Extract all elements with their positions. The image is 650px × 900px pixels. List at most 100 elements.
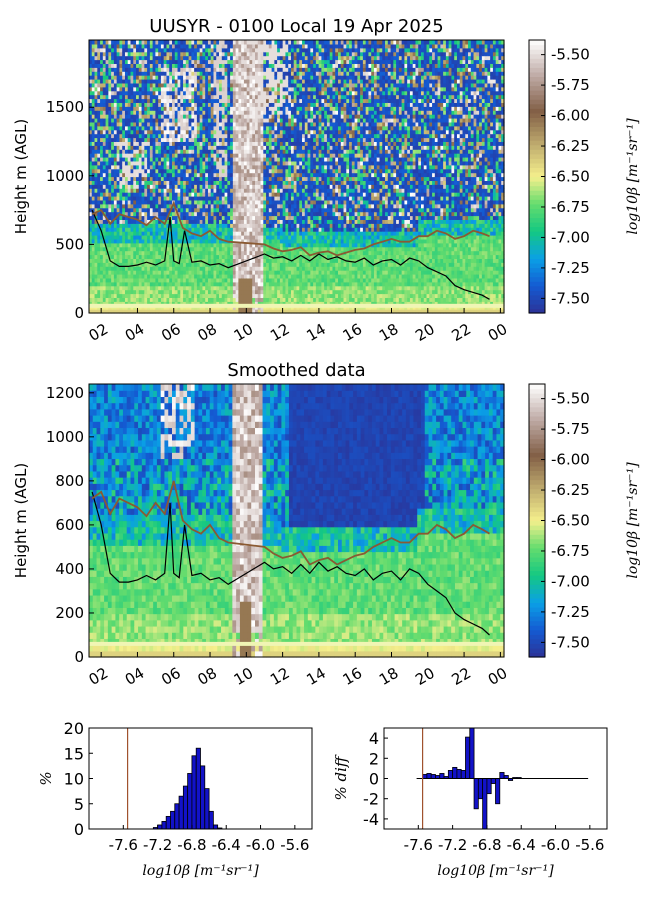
heatmap-cell	[108, 207, 112, 213]
heatmap-cell	[119, 231, 123, 236]
heatmap-cell	[113, 51, 118, 57]
heatmap-cell	[116, 180, 121, 185]
heatmap-cell	[100, 55, 104, 61]
heatmap-cell	[133, 102, 137, 107]
heatmap-cell	[133, 285, 137, 291]
heatmap-cell	[91, 281, 96, 287]
heatmap-cell	[116, 196, 121, 201]
heatmap-cell	[97, 235, 101, 240]
heatmap-cell	[91, 289, 96, 295]
heatmap-cell	[100, 110, 104, 115]
heatmap-cell	[122, 270, 126, 275]
heatmap-cell	[91, 188, 96, 193]
heatmap-cell	[124, 51, 129, 57]
heatmap-cell	[100, 235, 104, 240]
heatmap-cell	[89, 98, 93, 103]
heatmap-cell	[113, 227, 118, 232]
heatmap-cell	[119, 141, 123, 146]
heatmap-cell	[94, 270, 98, 275]
heatmap-cell	[127, 285, 132, 291]
heatmap-cell	[102, 203, 107, 209]
heatmap-cell	[138, 203, 143, 209]
heatmap-cell	[133, 227, 137, 232]
heatmap-cell	[138, 235, 143, 240]
heatmap-cell	[91, 176, 96, 181]
heatmap-cell	[100, 281, 104, 287]
heatmap-cell	[108, 43, 112, 49]
heatmap-cell	[127, 59, 132, 64]
heatmap-cell	[111, 227, 115, 232]
heatmap-cell	[124, 90, 129, 96]
heatmap-cell	[94, 281, 98, 287]
heatmap-cell	[119, 118, 123, 123]
heatmap-cell	[127, 176, 132, 181]
heatmap-cell	[102, 110, 107, 115]
heatmap-cell	[105, 211, 109, 217]
heatmap-cell	[130, 98, 134, 103]
heatmap-cell	[94, 47, 98, 53]
heatmap-cell	[100, 137, 104, 142]
heatmap-cell	[89, 285, 93, 291]
heatmap-cell	[122, 188, 126, 193]
heatmap-cell	[113, 277, 118, 283]
heatmap-cell	[111, 238, 115, 244]
heatmap-cell	[138, 207, 143, 213]
heatmap-cell	[100, 94, 104, 100]
heatmap-cell	[130, 79, 134, 84]
heatmap-cell	[116, 51, 121, 57]
heatmap-cell	[111, 149, 115, 154]
heatmap-cell	[108, 246, 112, 252]
heatmap-cell	[116, 293, 121, 298]
heatmap-cell	[111, 235, 115, 240]
heatmap-cell	[89, 141, 93, 146]
heatmap-cell	[119, 47, 123, 53]
heatmap-cell	[127, 196, 132, 201]
heatmap-cell	[97, 43, 101, 49]
heatmap-cell	[111, 254, 115, 259]
heatmap-cell	[100, 86, 104, 92]
heatmap-cell	[130, 242, 134, 248]
heatmap-cell	[124, 207, 129, 213]
heatmap-cell	[111, 262, 115, 267]
heatmap-cell	[94, 199, 98, 205]
heatmap-cell	[91, 133, 96, 139]
heatmap-cell	[136, 75, 140, 80]
heatmap-cell	[111, 242, 115, 248]
heatmap-cell	[94, 196, 98, 201]
heatmap-cell	[130, 82, 134, 88]
heatmap-cell	[124, 274, 129, 279]
heatmap-cell	[113, 223, 118, 228]
heatmap-cell	[138, 188, 143, 193]
heatmap-cell	[91, 242, 96, 248]
heatmap-cell	[127, 90, 132, 96]
heatmap-cell	[100, 47, 104, 53]
heatmap-cell	[136, 137, 140, 142]
heatmap-cell	[111, 192, 115, 197]
heatmap-cell	[113, 309, 118, 314]
heatmap-cell	[133, 67, 137, 72]
heatmap-cell	[127, 309, 132, 314]
heatmap-cell	[138, 223, 143, 228]
heatmap-cell	[102, 133, 107, 139]
heatmap-cell	[136, 164, 140, 170]
heatmap-cell	[127, 266, 132, 271]
heatmap-cell	[136, 168, 140, 174]
heatmap-cell	[100, 145, 104, 150]
heatmap-cell	[105, 102, 109, 107]
heatmap-cell	[122, 164, 126, 170]
heatmap-cell	[138, 157, 143, 162]
heatmap-cell	[124, 106, 129, 111]
heatmap-cell	[119, 270, 123, 275]
heatmap-cell	[138, 258, 143, 263]
heatmap-cell	[124, 67, 129, 72]
heatmap-cell	[111, 176, 115, 181]
heatmap-cell	[119, 227, 123, 232]
heatmap-cell	[127, 172, 132, 178]
heatmap-cell	[116, 238, 121, 244]
heatmap-cell	[136, 285, 140, 291]
heatmap-cell	[97, 71, 101, 76]
heatmap-cell	[108, 188, 112, 193]
heatmap-cell	[127, 47, 132, 53]
heatmap-cell	[113, 40, 118, 45]
heatmap-cell	[97, 94, 101, 100]
